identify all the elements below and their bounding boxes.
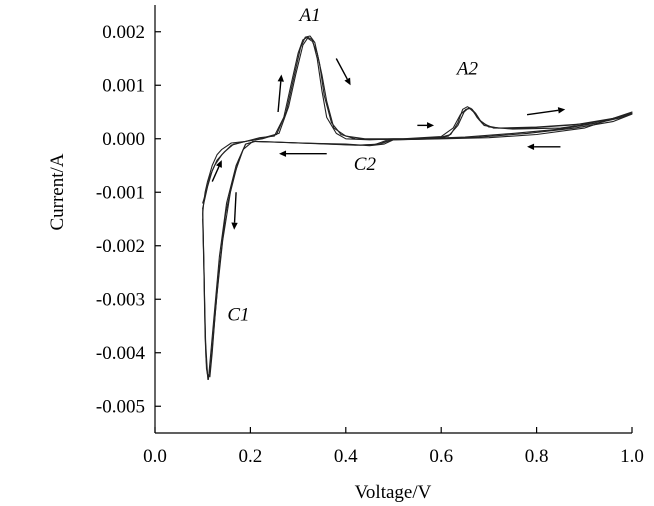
y-tick-label: 0.001 — [102, 75, 145, 96]
axes — [154, 5, 632, 434]
series-group — [202, 35, 633, 381]
cv-cycle-2 — [202, 35, 633, 378]
cv-cycle-1 — [202, 36, 633, 381]
x-axis-title: Voltage/V — [355, 482, 432, 503]
y-axis-title: Current/A — [47, 153, 68, 230]
y-tick-label: -0.001 — [96, 182, 145, 203]
y-tick-label: -0.004 — [96, 343, 146, 364]
y-ticks: 0.002 0.001 0.000 -0.001 -0.002 -0.003 -0.004 -… — [96, 22, 161, 417]
x-tick-label: 0.6 — [429, 446, 453, 467]
x-ticks: 0.0 0.2 0.4 0.6 0.8 1.0 — [143, 427, 644, 467]
y-tick-label: 0.000 — [102, 129, 145, 150]
peak-label-a1: A1 — [297, 5, 320, 26]
x-tick-label: 0.4 — [334, 446, 358, 467]
x-tick-label: 0.0 — [143, 446, 167, 467]
y-tick-label: -0.002 — [96, 236, 145, 257]
y-tick-label: -0.005 — [96, 396, 145, 417]
peak-label-c1: C1 — [227, 305, 249, 326]
direction-arrow — [335, 58, 351, 86]
x-tick-label: 0.8 — [525, 446, 549, 467]
y-tick-label: -0.003 — [96, 289, 145, 310]
direction-arrow — [527, 143, 561, 150]
annotations: A1 A2 C1 C2 — [227, 5, 478, 326]
direction-arrow — [526, 107, 566, 116]
cv-cycle-3 — [202, 37, 633, 381]
direction-arrow — [279, 150, 327, 157]
x-tick-label: 1.0 — [620, 446, 644, 467]
direction-arrow — [277, 74, 284, 113]
peak-label-a2: A2 — [455, 59, 479, 80]
direction-arrow — [211, 160, 222, 182]
direction-arrows — [211, 58, 566, 230]
direction-arrow — [417, 122, 435, 129]
peak-label-c2: C2 — [354, 154, 377, 175]
x-tick-label: 0.2 — [239, 446, 263, 467]
direction-arrow — [231, 192, 238, 230]
y-tick-label: 0.002 — [102, 22, 145, 43]
